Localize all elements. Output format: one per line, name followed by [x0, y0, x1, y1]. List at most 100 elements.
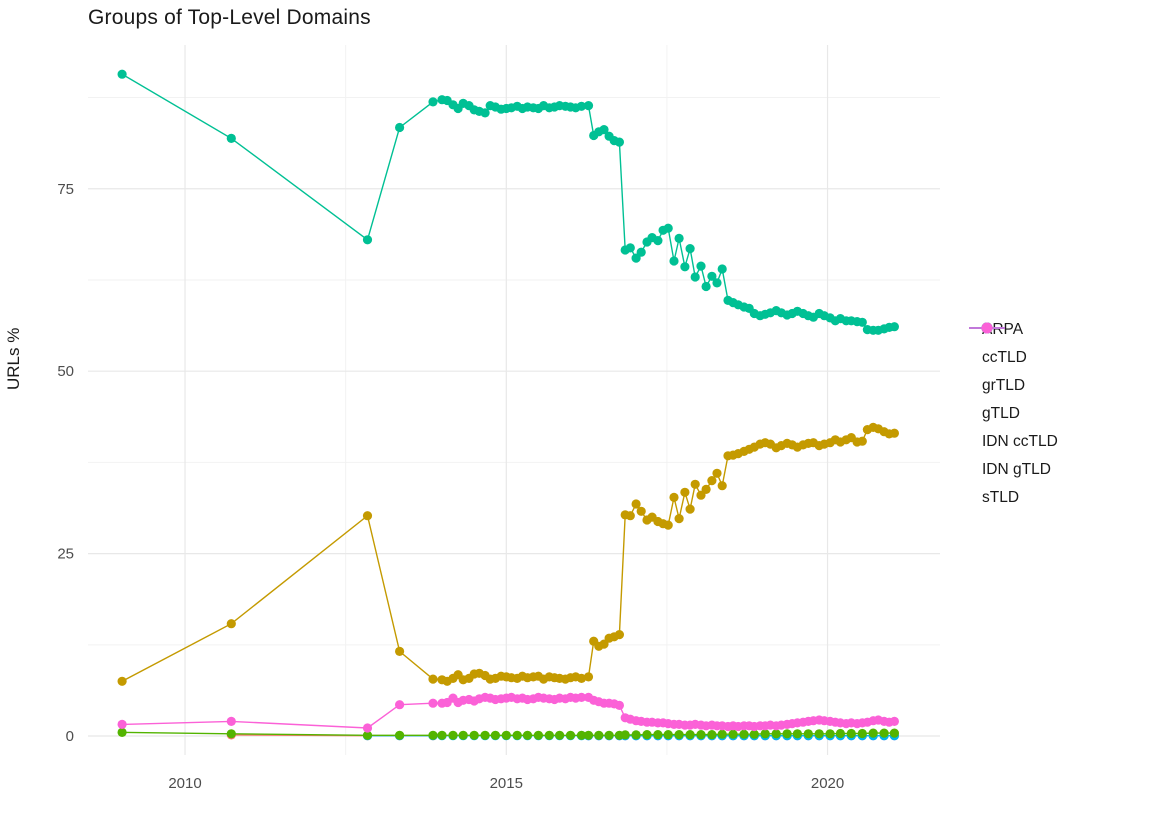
data-point: [712, 468, 722, 478]
data-point: [636, 506, 646, 516]
data-point: [803, 729, 813, 739]
data-point: [576, 673, 587, 684]
data-point: [889, 428, 900, 438]
legend-label: IDN gTLD: [982, 460, 1051, 478]
data-point: [707, 476, 717, 486]
data-point: [889, 728, 900, 738]
data-point: [395, 646, 405, 657]
legend-label: IDN ccTLD: [982, 432, 1058, 450]
data-point: [501, 730, 511, 740]
data-point: [544, 730, 554, 740]
data-point: [117, 676, 127, 686]
data-point: [782, 729, 792, 739]
data-point: [685, 504, 695, 514]
y-tick-label: 0: [66, 728, 74, 745]
data-point: [599, 125, 609, 135]
data-point: [696, 261, 706, 271]
data-point: [631, 730, 641, 740]
data-point: [362, 511, 373, 521]
data-point: [889, 716, 900, 727]
y-tick-label: 75: [57, 181, 74, 198]
data-point: [583, 101, 594, 111]
data-point: [490, 730, 500, 740]
data-point: [620, 730, 630, 740]
legend-item-gtld: gTLD: [968, 322, 1058, 423]
data-point: [701, 484, 711, 494]
data-point: [448, 730, 458, 740]
data-point: [594, 730, 604, 740]
data-point: [680, 262, 690, 272]
data-point: [428, 730, 438, 740]
legend-label: gTLD: [982, 404, 1020, 422]
legend-label: ccTLD: [982, 348, 1027, 366]
data-point: [690, 272, 700, 282]
data-point: [674, 730, 684, 740]
data-point: [117, 719, 127, 730]
data-point: [642, 730, 652, 740]
data-point: [480, 108, 490, 118]
data-point: [696, 730, 706, 740]
data-point: [614, 630, 625, 640]
data-point: [653, 236, 663, 246]
data-point: [663, 520, 673, 530]
data-point: [653, 730, 663, 740]
data-point: [631, 499, 641, 509]
data-point: [583, 730, 594, 740]
data-point: [857, 317, 867, 327]
axis-tick-labels: 0 25 50 75 2010 2015 2020: [57, 181, 844, 792]
data-point: [792, 729, 803, 739]
series-gtld: [117, 69, 900, 335]
data-point: [825, 729, 835, 739]
data-point: [395, 700, 405, 710]
data-point: [728, 729, 738, 739]
series-stld: [117, 692, 900, 733]
data-point: [226, 729, 236, 739]
data-point: [674, 514, 684, 524]
data-point: [636, 247, 646, 257]
chart-title: Groups of Top-Level Domains: [88, 6, 371, 29]
legend-item-idn-gtld: IDN gTLD: [968, 322, 1058, 479]
data-point: [717, 481, 727, 491]
data-point: [889, 322, 900, 332]
data-point: [707, 271, 717, 281]
data-point: [533, 730, 544, 740]
data-point: [669, 256, 679, 266]
data-point: [771, 729, 781, 739]
data-point: [469, 730, 479, 740]
data-point: [701, 281, 711, 292]
data-point: [707, 730, 717, 740]
legend-label: grTLD: [982, 376, 1026, 394]
data-point: [458, 730, 468, 740]
data-point: [226, 716, 236, 727]
data-point: [625, 511, 635, 521]
data-point: [512, 730, 522, 740]
data-point: [576, 730, 587, 740]
data-point: [669, 492, 679, 502]
x-tick-label: 2010: [168, 775, 201, 792]
legend-item-idn-cctld: IDN ccTLD: [968, 322, 1058, 451]
data-point: [614, 700, 625, 711]
legend-key-icon: [969, 322, 1005, 334]
data-point: [576, 101, 587, 111]
data-point: [428, 674, 438, 684]
data-point: [362, 730, 373, 740]
legend-item-grtld: grTLD: [968, 322, 1058, 395]
x-tick-label: 2020: [811, 775, 844, 792]
legend-item-stld: sTLD: [968, 322, 1058, 507]
data-point: [749, 729, 759, 739]
data-point: [857, 728, 867, 739]
data-point: [663, 223, 673, 233]
data-point: [395, 730, 405, 740]
data-point: [117, 727, 127, 738]
data-point: [663, 730, 673, 740]
data-point: [674, 233, 684, 243]
series-grtld: [117, 727, 900, 740]
x-tick-label: 2015: [490, 775, 523, 792]
data-point: [690, 479, 700, 489]
data-point: [428, 97, 438, 107]
data-point: [437, 730, 447, 740]
data-point: [117, 69, 127, 79]
data-point: [814, 729, 824, 739]
legend-label: sTLD: [982, 488, 1020, 506]
